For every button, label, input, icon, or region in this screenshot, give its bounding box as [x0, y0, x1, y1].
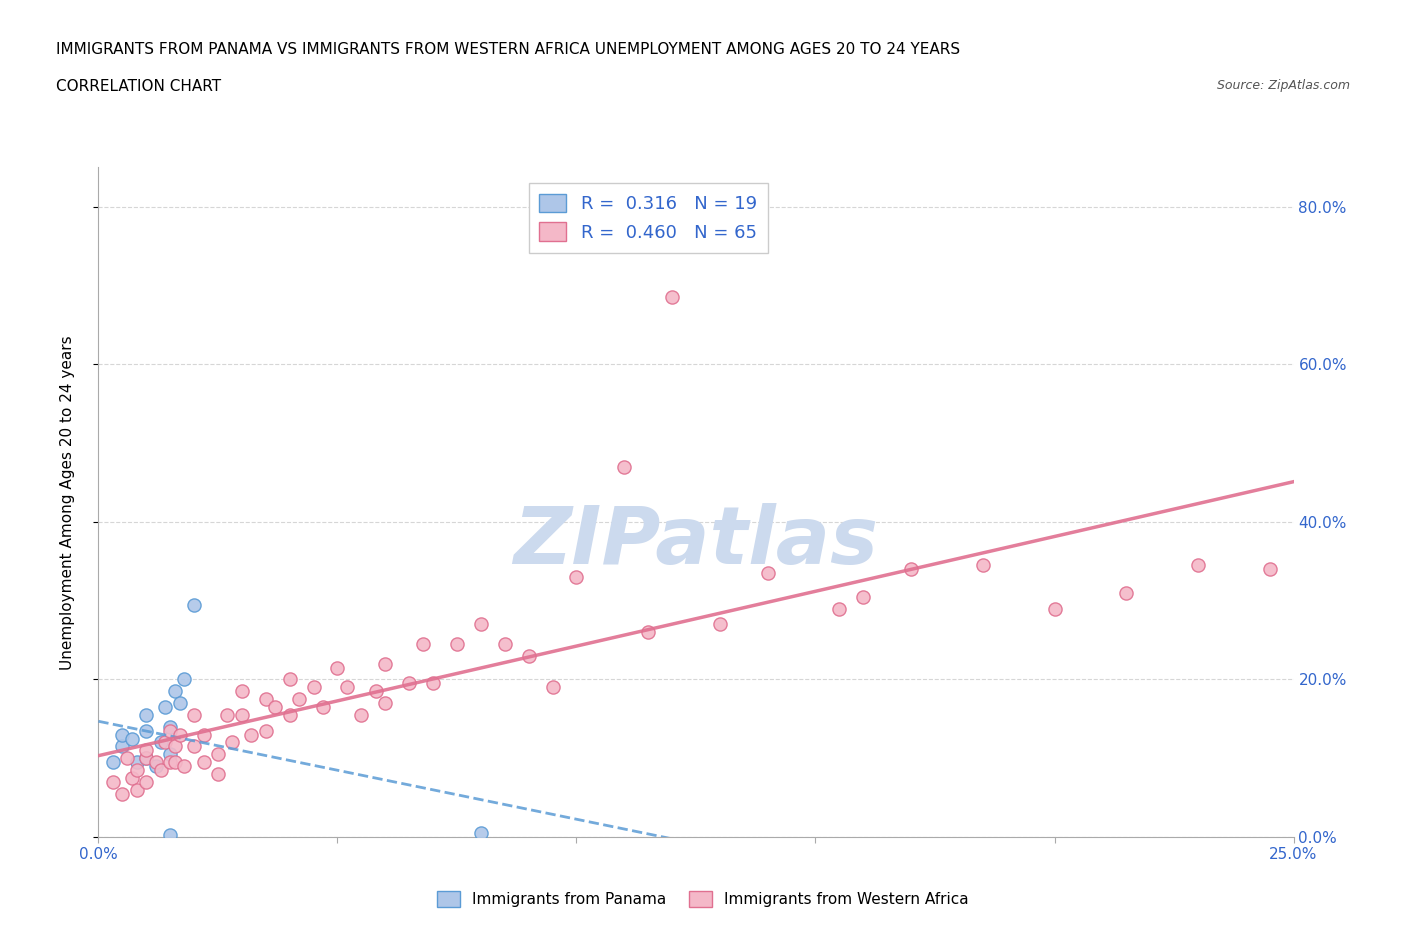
Point: [661, 290, 683, 305]
Point: [135, 743, 157, 758]
Point: [217, 708, 239, 723]
Point: [326, 660, 349, 675]
Point: [231, 708, 253, 723]
Point: [1187, 558, 1209, 573]
Point: [169, 696, 191, 711]
Point: [111, 727, 134, 742]
Text: ZIPatlas: ZIPatlas: [513, 503, 879, 581]
Point: [169, 727, 191, 742]
Point: [173, 759, 195, 774]
Point: [149, 763, 172, 777]
Point: [240, 727, 263, 742]
Point: [637, 625, 659, 640]
Point: [264, 699, 287, 714]
Point: [193, 755, 215, 770]
Point: [900, 562, 922, 577]
Point: [207, 766, 229, 781]
Point: [517, 648, 540, 663]
Point: [470, 617, 492, 631]
Point: [1258, 562, 1281, 577]
Point: [183, 708, 205, 723]
Point: [350, 708, 373, 723]
Point: [1115, 585, 1137, 600]
Point: [135, 708, 157, 723]
Point: [135, 775, 157, 790]
Point: [207, 747, 229, 762]
Point: [145, 755, 167, 770]
Point: [193, 727, 215, 742]
Point: [302, 680, 325, 695]
Legend: Immigrants from Panama, Immigrants from Western Africa: Immigrants from Panama, Immigrants from …: [430, 884, 976, 913]
Point: [121, 770, 143, 785]
Point: [613, 459, 636, 474]
Point: [121, 731, 143, 746]
Point: [364, 684, 387, 698]
Point: [155, 699, 177, 714]
Point: [183, 597, 205, 612]
Legend: R =  0.316   N = 19, R =  0.460   N = 65: R = 0.316 N = 19, R = 0.460 N = 65: [529, 183, 768, 253]
Point: [336, 680, 359, 695]
Point: [159, 724, 181, 738]
Point: [101, 775, 124, 790]
Point: [115, 751, 138, 765]
Point: [374, 696, 396, 711]
Text: Source: ZipAtlas.com: Source: ZipAtlas.com: [1216, 79, 1350, 92]
Point: [101, 755, 124, 770]
Point: [374, 657, 396, 671]
Point: [125, 782, 148, 797]
Point: [135, 751, 157, 765]
Point: [163, 755, 186, 770]
Point: [149, 735, 172, 750]
Point: [756, 565, 779, 580]
Point: [446, 636, 468, 651]
Point: [254, 692, 277, 707]
Point: [398, 676, 420, 691]
Point: [159, 755, 181, 770]
Point: [125, 755, 148, 770]
Point: [972, 558, 994, 573]
Point: [145, 759, 167, 774]
Point: [231, 684, 253, 698]
Point: [135, 724, 157, 738]
Point: [278, 672, 301, 687]
Point: [163, 739, 186, 754]
Text: CORRELATION CHART: CORRELATION CHART: [56, 79, 221, 94]
Point: [852, 590, 875, 604]
Point: [159, 719, 181, 734]
Point: [183, 739, 205, 754]
Point: [565, 569, 588, 584]
Point: [422, 676, 444, 691]
Point: [1043, 601, 1066, 616]
Point: [288, 692, 311, 707]
Y-axis label: Unemployment Among Ages 20 to 24 years: Unemployment Among Ages 20 to 24 years: [60, 335, 75, 670]
Point: [159, 828, 181, 843]
Point: [111, 739, 134, 754]
Point: [155, 735, 177, 750]
Point: [278, 708, 301, 723]
Point: [163, 684, 186, 698]
Point: [494, 636, 516, 651]
Point: [125, 763, 148, 777]
Point: [541, 680, 564, 695]
Point: [173, 672, 195, 687]
Point: [709, 617, 731, 631]
Point: [412, 636, 434, 651]
Point: [828, 601, 851, 616]
Point: [312, 699, 335, 714]
Point: [254, 724, 277, 738]
Point: [470, 826, 492, 841]
Point: [111, 786, 134, 801]
Point: [159, 747, 181, 762]
Point: [221, 735, 243, 750]
Text: IMMIGRANTS FROM PANAMA VS IMMIGRANTS FROM WESTERN AFRICA UNEMPLOYMENT AMONG AGES: IMMIGRANTS FROM PANAMA VS IMMIGRANTS FRO…: [56, 42, 960, 57]
Point: [135, 751, 157, 765]
